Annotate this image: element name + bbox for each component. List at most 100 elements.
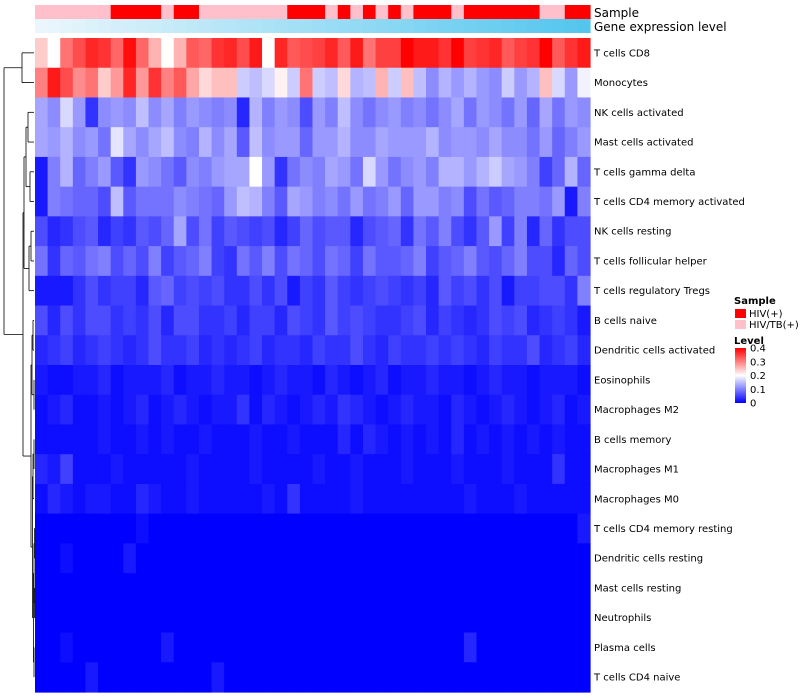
heatmap-cell [110,632,124,663]
heatmap-cell [426,38,440,69]
row-label: Mast cells activated [594,138,693,149]
heatmap-cell [47,97,61,128]
heatmap-cell [577,394,591,426]
heatmap-cell [60,186,74,217]
heatmap-cell [110,246,124,277]
heatmap-cell [514,186,528,217]
heatmap-cell [362,573,377,604]
gene-expression-annotation-cell [514,19,528,33]
heatmap-cell [325,275,339,307]
heatmap-cell [72,632,87,663]
heatmap-cell [375,602,389,634]
heatmap-cell [539,97,553,128]
heatmap-cell [489,127,503,158]
heatmap-cell [552,156,566,188]
heatmap-cell [413,186,427,217]
heatmap-cell [426,454,440,485]
heatmap-cell [388,394,402,426]
heatmap-cell [110,38,124,69]
heatmap-cell [564,305,578,336]
heatmap-cell [564,394,578,426]
heatmap-cell [400,97,415,128]
heatmap-cell [224,513,238,544]
heatmap-cell [249,38,263,69]
heatmap-cell [526,335,541,366]
sample-annotation-cell [577,5,591,19]
heatmap-cell [148,573,162,604]
heatmap-cell [400,543,415,574]
heatmap-cell [211,602,225,634]
level-legend: Level 0.4 0.3 0.2 0.1 0 [734,336,766,410]
heatmap-cell [186,67,200,99]
heatmap-cell [362,246,377,277]
heatmap-cell [463,67,478,99]
heatmap-cell [413,365,427,396]
heatmap-cell [198,365,213,396]
heatmap-cell [85,394,99,426]
heatmap-cell [299,365,314,396]
heatmap-cell [539,186,553,217]
heatmap-cell [274,424,288,455]
heatmap-cell [135,513,150,544]
heatmap-cell [35,246,49,277]
gene-expression-annotation-cell [526,19,541,33]
heatmap-cell [236,216,251,247]
heatmap-cell [211,424,225,455]
heatmap-cell [312,424,326,455]
annotation-label-sample: Sample [594,6,639,20]
heatmap-cell [514,97,528,128]
heatmap-cell [501,216,515,247]
heatmap-cell [236,632,251,663]
heatmap-cell [350,67,364,99]
heatmap-cell [224,156,238,188]
heatmap-cell [299,632,314,663]
heatmap-cell [123,335,137,366]
heatmap-cell [47,632,61,663]
heatmap-cell [413,275,427,307]
heatmap-cell [514,632,528,663]
heatmap-cell [476,127,490,158]
heatmap-cell [236,543,251,574]
heatmap-cell [552,305,566,336]
heatmap-cell [186,543,200,574]
heatmap-cell [110,275,124,307]
heatmap-cell [186,186,200,217]
heatmap-cell [337,127,351,158]
heatmap-cell [514,156,528,188]
heatmap-cell [287,424,301,455]
heatmap-cell [135,424,150,455]
heatmap-cell [274,186,288,217]
heatmap-cell [501,543,515,574]
heatmap-cell [72,335,87,366]
heatmap-cell [476,216,490,247]
heatmap-cell [564,216,578,247]
heatmap-cell [198,97,213,128]
heatmap-cell [60,246,74,277]
heatmap-cell [249,602,263,634]
heatmap-cell [337,365,351,396]
legend-label-hiv-tb: HIV/TB(+) [749,320,799,331]
heatmap-cell [375,216,389,247]
heatmap-cell [98,305,112,336]
heatmap-cell [552,38,566,69]
heatmap-cell [135,365,150,396]
heatmap-cell [249,394,263,426]
heatmap-cell [249,127,263,158]
heatmap-cell [413,424,427,455]
heatmap-cell [85,513,99,544]
heatmap-cell [98,483,112,515]
row-label: T cells follicular helper [593,256,708,267]
heatmap-cell [47,156,61,188]
heatmap-cell [85,127,99,158]
row-label: NK cells activated [594,108,684,119]
heatmap-cell [451,573,465,604]
heatmap-cell [476,602,490,634]
heatmap-cell [98,543,112,574]
heatmap-cell [463,156,478,188]
heatmap-cell [362,543,377,574]
heatmap-cell [123,483,137,515]
heatmap-cell [514,483,528,515]
heatmap-cell [476,97,490,128]
heatmap-cell [110,97,124,128]
gene-expression-annotation-cell [362,19,377,33]
